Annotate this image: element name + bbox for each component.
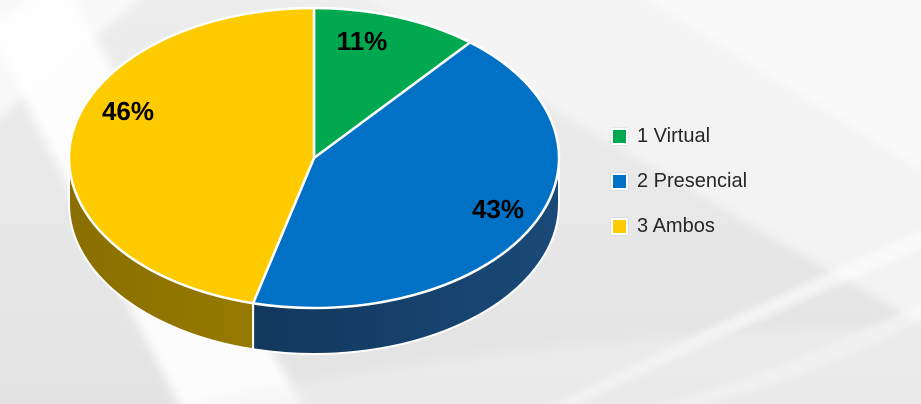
pie-slices: 11% 43% 46%	[67, 6, 561, 355]
legend-item-ambos: 3 Ambos	[611, 215, 747, 237]
legend-swatch-ambos	[611, 217, 628, 235]
pie-slice-1 Virtual	[312, 6, 472, 160]
legend-swatch-presencial	[611, 172, 628, 190]
legend-swatch-virtual	[611, 127, 628, 145]
legend-item-virtual: 1 Virtual	[611, 125, 747, 147]
legend-label-ambos: 3 Ambos	[637, 215, 715, 237]
legend-item-presencial: 2 Presencial	[611, 170, 748, 192]
pie-slice-2 Presencial	[251, 41, 561, 310]
chart-legend: 1 Virtual 2 Presencial 3 Ambos	[611, 125, 748, 262]
data-label-2 Presencial: 43%	[472, 194, 524, 224]
data-label-1 Virtual: 11%	[337, 26, 388, 56]
legend-label-presencial: 2 Presencial	[637, 170, 748, 192]
data-label-3 Ambos: 46%	[102, 96, 154, 126]
legend-label-virtual: 1 Virtual	[637, 125, 711, 147]
pie-slice-3 Ambos	[67, 6, 316, 305]
